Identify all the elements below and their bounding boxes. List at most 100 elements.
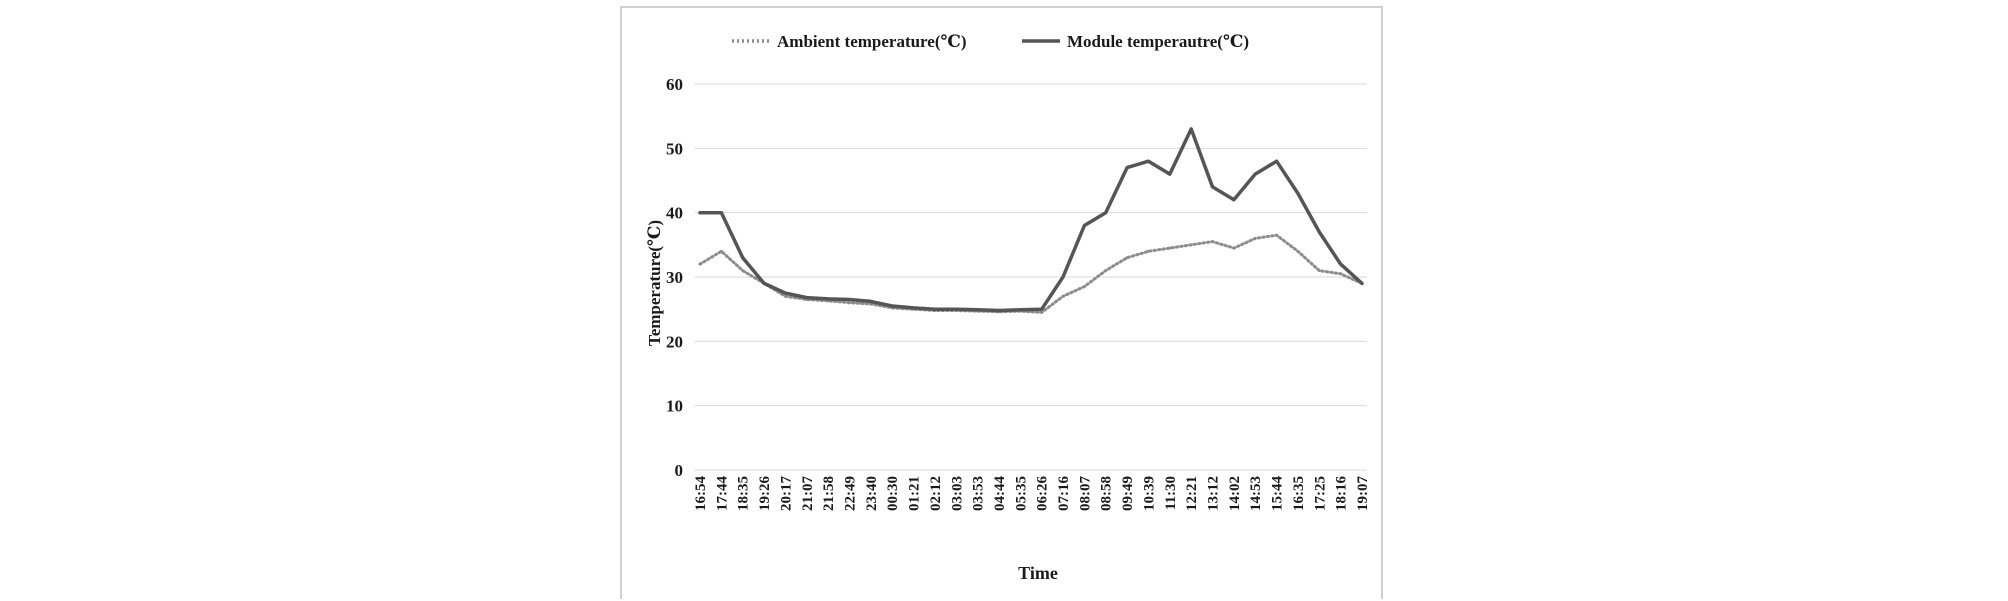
series-point: [1360, 282, 1364, 285]
series-point: [784, 291, 787, 295]
y-axis-ticks: 0 10 20 30 40 50 60: [666, 75, 683, 480]
x-axis-title: Time: [1018, 563, 1058, 583]
series-point: [1082, 285, 1086, 289]
legend-label: Ambient temperature(℃): [777, 32, 967, 51]
x-axis-ticks: 16:54 17:44 18:35 19:26 20:17 21:07 21:58 22:49…: [693, 476, 1371, 511]
series-lines: [698, 127, 1364, 314]
series-point: [976, 308, 980, 312]
legend-label: Module temperautre(℃): [1067, 32, 1249, 51]
series-point: [1296, 191, 1300, 195]
y-tick-label: 0: [675, 461, 684, 480]
x-tick-label: 03:03: [949, 476, 965, 511]
chart-figure: 0 10 20 30 40 50 60 16:54 17:44 18:35 19:26 20:17 2…: [620, 6, 1383, 599]
x-tick-label: 01:21: [907, 476, 923, 511]
x-tick-label: 14:53: [1248, 476, 1264, 511]
series-point: [1339, 262, 1343, 266]
series-point: [1168, 172, 1172, 176]
y-tick-label: 20: [666, 332, 683, 351]
x-tick-label: 18:35: [736, 476, 752, 511]
series-point: [1253, 237, 1257, 240]
x-tick-label: 22:49: [842, 476, 858, 511]
line-chart: 0 10 20 30 40 50 60 16:54 17:44 18:35 19:26 20:17 2…: [645, 32, 1371, 583]
series-point: [848, 298, 851, 301]
series-point: [698, 262, 702, 266]
series-point: [741, 269, 745, 272]
series-point: [741, 256, 745, 260]
series-point: [1232, 198, 1236, 202]
series-point: [1339, 272, 1343, 276]
series-point: [1147, 159, 1150, 163]
x-tick-label: 19:26: [757, 476, 773, 511]
y-tick-label: 10: [666, 397, 683, 416]
series-point: [1168, 246, 1172, 250]
x-tick-label: 04:44: [992, 476, 1008, 511]
series-point: [1189, 243, 1193, 247]
x-tick-label: 19:07: [1355, 476, 1371, 511]
series-point: [719, 211, 723, 215]
gridlines: [695, 83, 1367, 471]
series-point: [1125, 166, 1129, 170]
series-point: [1082, 224, 1086, 227]
series-point: [1317, 230, 1321, 234]
x-tick-label: 16:54: [693, 476, 709, 511]
series-point: [1211, 185, 1214, 189]
series-point: [1061, 294, 1065, 298]
series-point: [869, 300, 873, 303]
series-point: [1275, 233, 1278, 237]
y-tick-label: 40: [666, 204, 683, 223]
series-point: [719, 249, 723, 253]
series-point: [954, 307, 958, 311]
y-axis-title: Temperature(℃): [645, 220, 664, 346]
series-point: [805, 296, 809, 299]
series-point: [826, 297, 830, 301]
series-point: [1253, 172, 1257, 176]
series-point: [890, 304, 894, 308]
series-point: [1296, 249, 1300, 253]
x-tick-label: 10:39: [1141, 476, 1157, 511]
series-line-1: [698, 127, 1364, 313]
x-tick-label: 20:17: [778, 476, 794, 511]
x-tick-label: 21:58: [821, 476, 837, 511]
x-tick-label: 18:16: [1334, 476, 1350, 511]
series-point: [912, 306, 915, 310]
x-tick-label: 12:21: [1184, 476, 1200, 511]
x-tick-label: 05:35: [1013, 476, 1029, 511]
x-tick-label: 09:49: [1120, 476, 1136, 511]
series-point: [1018, 308, 1022, 312]
x-tick-label: 16:35: [1291, 476, 1307, 511]
x-tick-label: 06:26: [1035, 476, 1051, 511]
series-point: [1189, 127, 1193, 131]
series-point: [848, 301, 851, 305]
series-line-0: [698, 233, 1364, 314]
series-point: [933, 307, 937, 311]
series-point: [1061, 275, 1065, 279]
series-point: [1104, 211, 1108, 215]
series-point: [1317, 269, 1321, 272]
series-point: [1211, 240, 1214, 244]
x-tick-label: 00:30: [885, 476, 901, 511]
x-tick-label: 13:12: [1206, 476, 1222, 511]
x-tick-label: 17:44: [714, 476, 730, 511]
x-tick-label: 14:02: [1227, 476, 1243, 511]
series-point: [698, 211, 702, 215]
series-point: [1232, 246, 1236, 250]
series-point: [1275, 159, 1278, 163]
series-point: [1040, 307, 1044, 311]
x-tick-label: 17:25: [1312, 476, 1328, 511]
x-tick-label: 08:58: [1099, 476, 1115, 511]
x-tick-label: 15:44: [1270, 476, 1286, 511]
series-point: [784, 294, 787, 298]
x-tick-label: 03:53: [971, 476, 987, 511]
x-tick-label: 07:16: [1056, 476, 1072, 511]
y-tick-label: 60: [666, 75, 683, 94]
series-point: [1040, 310, 1044, 314]
y-tick-label: 30: [666, 268, 683, 287]
series-point: [1147, 249, 1150, 253]
x-tick-label: 02:12: [928, 476, 944, 511]
series-point: [997, 309, 1001, 312]
series-point: [1104, 269, 1108, 272]
legend: Ambient temperature(℃) Module temperautre…: [732, 32, 1249, 51]
x-tick-label: 23:40: [864, 476, 880, 511]
x-tick-label: 11:30: [1163, 476, 1179, 510]
y-tick-label: 50: [666, 139, 683, 158]
